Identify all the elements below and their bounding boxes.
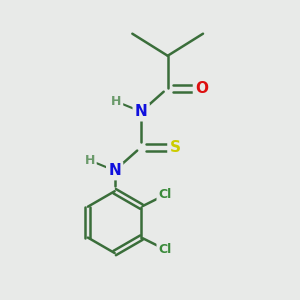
Text: H: H xyxy=(85,154,95,167)
Text: S: S xyxy=(169,140,181,154)
Text: Cl: Cl xyxy=(158,243,172,256)
Text: Cl: Cl xyxy=(158,188,172,201)
Text: N: N xyxy=(108,163,121,178)
Text: O: O xyxy=(195,81,208,96)
Text: N: N xyxy=(135,104,148,119)
Text: H: H xyxy=(111,95,121,108)
